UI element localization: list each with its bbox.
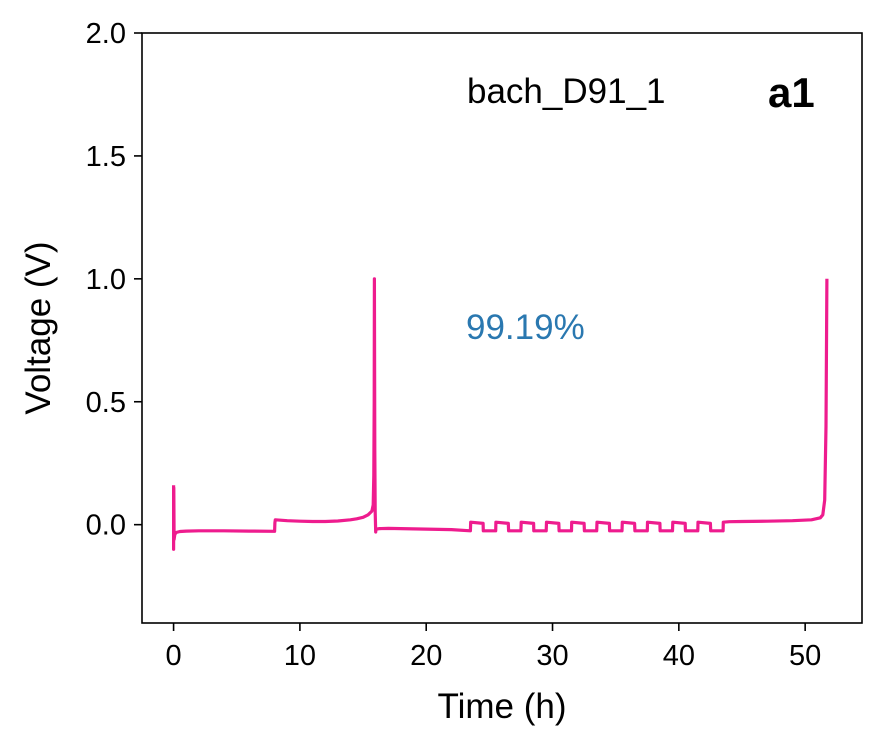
panel-label-annotation: a1 — [768, 69, 815, 116]
x-tick-label: 40 — [663, 640, 695, 672]
cell-name-annotation: bach_D91_1 — [467, 72, 666, 111]
voltage-series-line — [172, 277, 829, 551]
plot-line-group — [172, 277, 829, 551]
x-axis-title: Time (h) — [438, 687, 567, 726]
x-tick-label: 0 — [166, 640, 182, 672]
efficiency-annotation: 99.19% — [466, 308, 585, 347]
y-tick-label: 0.0 — [86, 510, 126, 542]
y-tick-label: 1.0 — [86, 264, 126, 296]
plot-frame — [141, 32, 863, 624]
y-tick-label: 0.5 — [86, 387, 126, 419]
x-tick-label: 10 — [284, 640, 316, 672]
x-tick-label: 50 — [789, 640, 821, 672]
x-tick-label: 30 — [536, 640, 568, 672]
x-tick-label: 20 — [410, 640, 442, 672]
y-tick-label: 1.5 — [86, 141, 126, 173]
y-axis-ticks: 0.0 0.5 1.0 1.5 2.0 — [86, 18, 142, 542]
x-axis-ticks: 0 10 20 30 40 50 — [166, 623, 821, 672]
y-tick-label: 2.0 — [86, 18, 126, 50]
y-axis-title: Voltage (V) — [19, 241, 58, 414]
